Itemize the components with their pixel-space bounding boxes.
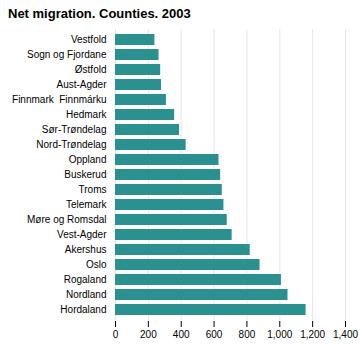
svg-text:Hordaland: Hordaland (60, 304, 106, 315)
svg-text:0: 0 (113, 329, 119, 340)
svg-text:400: 400 (173, 329, 190, 340)
svg-text:1,000: 1,000 (267, 329, 292, 340)
svg-text:Troms: Troms (79, 184, 107, 195)
svg-text:Møre og Romsdal: Møre og Romsdal (27, 214, 106, 225)
svg-text:Finnmark Finnmárku: Finnmark Finnmárku (12, 94, 106, 105)
svg-text:Hedmark: Hedmark (66, 109, 108, 120)
svg-text:200: 200 (140, 329, 157, 340)
svg-text:Vest-Agder: Vest-Agder (57, 229, 107, 240)
svg-text:Telemark: Telemark (66, 199, 108, 210)
svg-text:Oslo: Oslo (86, 259, 107, 270)
svg-text:600: 600 (206, 329, 223, 340)
svg-text:Rogaland: Rogaland (64, 274, 107, 285)
svg-text:1,400: 1,400 (333, 329, 358, 340)
svg-text:Nordland: Nordland (66, 289, 107, 300)
svg-text:Sør-Trøndelag: Sør-Trøndelag (42, 124, 107, 135)
svg-text:1,200: 1,200 (300, 329, 325, 340)
svg-text:Aust-Agder: Aust-Agder (56, 79, 107, 90)
svg-text:800: 800 (239, 329, 256, 340)
svg-text:Østfold: Østfold (75, 64, 107, 75)
svg-text:Vestfold: Vestfold (71, 34, 107, 45)
svg-text:Nord-Trøndelag: Nord-Trøndelag (36, 139, 106, 150)
html-text:Net migration. Counties. 2003: Net migration. Counties. 2003 (8, 6, 191, 21)
svg-text:Akershus: Akershus (65, 244, 107, 255)
svg-text:Oppland: Oppland (69, 154, 107, 165)
svg-text:Buskerud: Buskerud (64, 169, 106, 180)
svg-text:Sogn og Fjordane: Sogn og Fjordane (27, 49, 107, 60)
